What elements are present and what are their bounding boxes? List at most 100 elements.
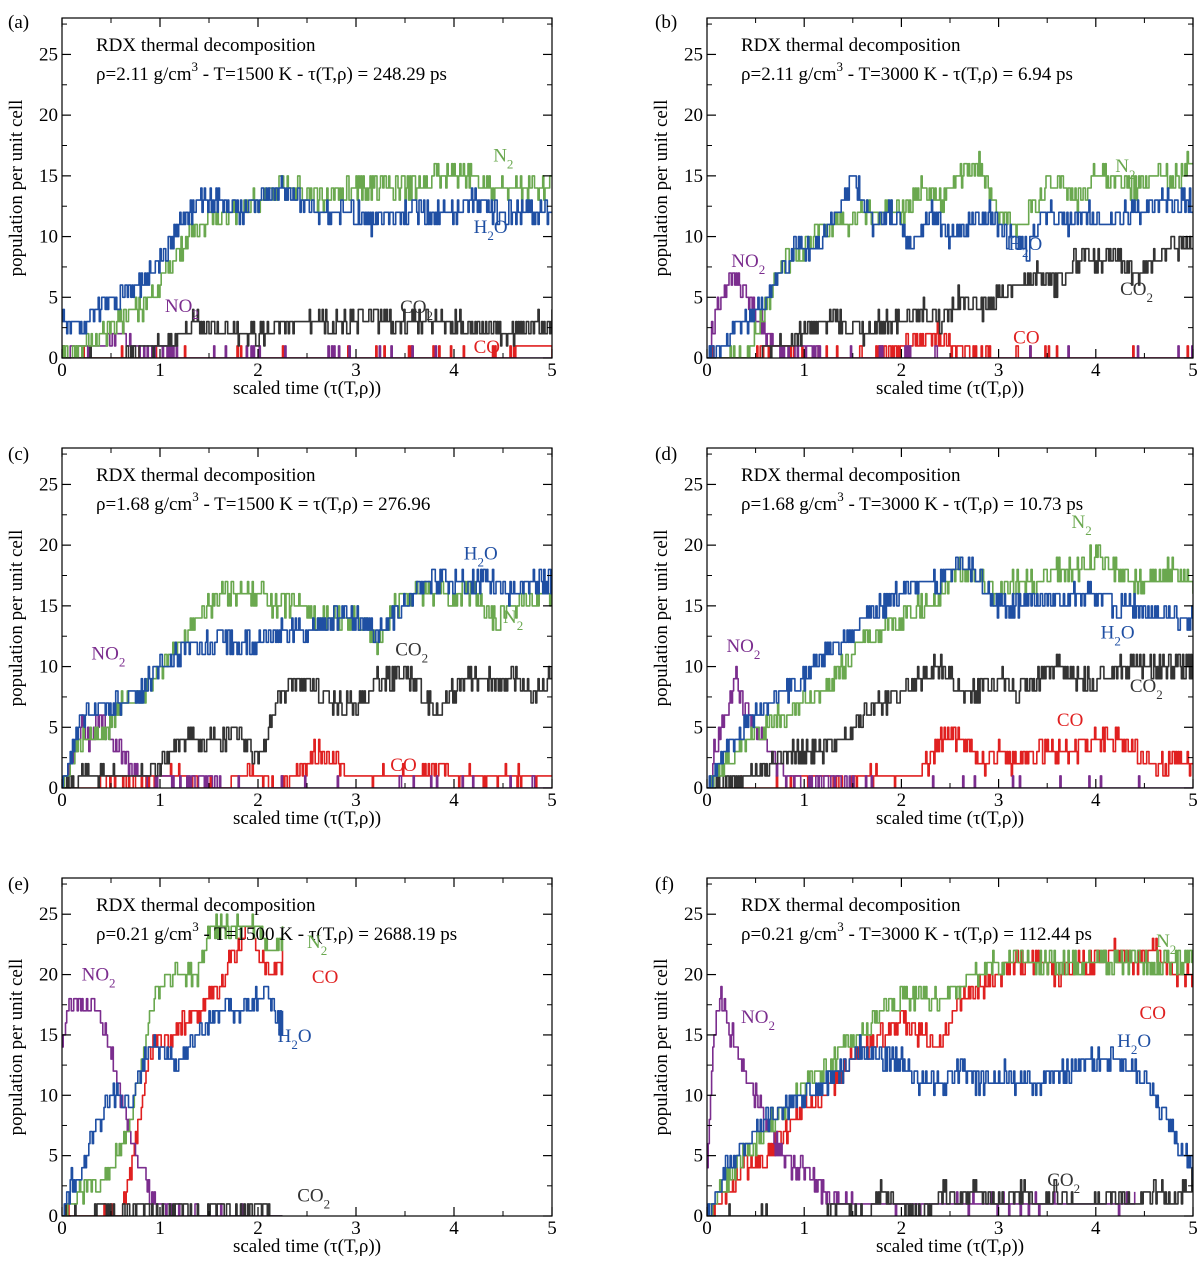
y-tick-label: 5: [694, 717, 704, 738]
x-tick-label: 5: [1188, 360, 1198, 381]
chart-conditions: ρ=0.21 g/cm3 - T=3000 K - τ(T,ρ) = 112.4…: [741, 919, 1092, 945]
series-label-co2: CO2: [1130, 676, 1163, 702]
series-line-no2: [707, 665, 1193, 788]
x-tick-label: 4: [1091, 1218, 1101, 1239]
series-label-h2o: H2O: [464, 544, 498, 570]
y-tick-label: 20: [39, 105, 58, 126]
x-tick-label: 1: [155, 790, 165, 811]
x-tick-label: 2: [897, 1218, 907, 1239]
series-label-n2: N2: [1072, 512, 1092, 538]
y-tick-label: 15: [684, 596, 703, 617]
series-label-co: CO: [1140, 1003, 1166, 1024]
y-tick-label: 5: [694, 287, 704, 308]
series-line-h2o: [62, 985, 284, 1216]
series-line-no2: [62, 997, 283, 1216]
x-tick-label: 3: [351, 360, 361, 381]
series-label-no2: NO2: [741, 1007, 775, 1033]
series-line-h2o: [62, 175, 552, 335]
x-tick-label: 1: [799, 360, 809, 381]
series-label-co2: CO2: [400, 297, 433, 323]
x-tick-label: 3: [994, 360, 1004, 381]
series-line-n2: [62, 913, 284, 1216]
y-tick-label: 25: [684, 474, 703, 495]
series-line-co2: [707, 1166, 1193, 1216]
series-label-n2: N2: [307, 932, 327, 958]
y-tick-label: 20: [39, 965, 58, 986]
y-tick-label: 25: [684, 44, 703, 65]
series-line-n2: [707, 150, 1193, 358]
panel-a: (a) 0 1 2 3 4 5 0 5 10 15 20 25 scaled time (τ(T,ρ)) p…: [6, 12, 557, 399]
series-label-no2: NO2: [731, 251, 765, 277]
x-tick-label: 5: [547, 360, 557, 381]
panel-label: (f): [655, 874, 674, 895]
series-line-co: [707, 937, 1193, 1216]
chart-conditions: ρ=0.21 g/cm3 - T=1500 K - τ(T,ρ) = 2688.…: [96, 919, 457, 945]
series-label-no2: NO2: [726, 636, 760, 662]
x-tick-label: 0: [57, 790, 67, 811]
y-tick-label: 10: [39, 657, 58, 678]
x-axis-label: scaled time (τ(T,ρ)): [233, 1236, 381, 1257]
x-tick-label: 3: [351, 790, 361, 811]
x-tick-label: 4: [449, 790, 459, 811]
chart-title: RDX thermal decomposition: [741, 35, 961, 56]
chart-title: RDX thermal decomposition: [96, 465, 316, 486]
y-axis-label: population per unit cell: [6, 959, 27, 1136]
series-line-co: [707, 726, 1193, 788]
series-line-no2: [707, 272, 1193, 358]
x-tick-label: 4: [1091, 360, 1101, 381]
y-tick-label: 0: [694, 778, 704, 799]
chart-title: RDX thermal decomposition: [96, 35, 316, 56]
chart-title: RDX thermal decomposition: [96, 895, 316, 916]
series-label-h2o: H2O: [1117, 1031, 1151, 1057]
series-line-co2: [707, 653, 1193, 788]
x-tick-label: 4: [1091, 790, 1101, 811]
y-tick-label: 25: [684, 904, 703, 925]
x-tick-label: 0: [57, 1218, 67, 1239]
x-tick-label: 1: [799, 1218, 809, 1239]
y-tick-label: 10: [684, 1085, 703, 1106]
chart-conditions: ρ=1.68 g/cm3 - T=1500 K = τ(T,ρ) = 276.9…: [96, 489, 430, 515]
y-tick-label: 15: [39, 596, 58, 617]
x-tick-label: 4: [449, 360, 459, 381]
panel-label: (e): [8, 874, 29, 895]
y-tick-label: 0: [694, 348, 704, 369]
x-axis-label: scaled time (τ(T,ρ)): [233, 378, 381, 399]
y-tick-label: 25: [39, 474, 58, 495]
y-tick-label: 15: [39, 1025, 58, 1046]
series-line-h2o: [707, 1034, 1193, 1216]
series-label-co: CO: [312, 967, 338, 988]
y-tick-label: 20: [684, 105, 703, 126]
chart-conditions: ρ=1.68 g/cm3 - T=3000 K - τ(T,ρ) = 10.73…: [741, 489, 1083, 515]
y-tick-label: 10: [684, 657, 703, 678]
x-tick-label: 0: [702, 790, 712, 811]
y-tick-label: 20: [39, 535, 58, 556]
series-line-no2: [62, 714, 552, 788]
series-label-no2: NO2: [91, 643, 125, 669]
panel-b: (b) 0 1 2 3 4 5 0 5 10 15 20 25 scaled time (τ(T,ρ)) p…: [651, 12, 1198, 399]
y-tick-label: 10: [39, 1085, 58, 1106]
y-tick-label: 20: [684, 965, 703, 986]
x-axis-label: scaled time (τ(T,ρ)): [876, 1236, 1024, 1257]
y-tick-label: 10: [39, 227, 58, 248]
series-line-h2o: [62, 568, 552, 788]
series-label-n2: N2: [1115, 156, 1135, 182]
y-axis-label: population per unit cell: [651, 100, 672, 277]
series-line-h2o: [707, 556, 1193, 788]
y-tick-label: 0: [694, 1206, 704, 1227]
y-tick-label: 0: [49, 348, 59, 369]
x-tick-label: 3: [351, 1218, 361, 1239]
y-axis-label: population per unit cell: [651, 530, 672, 707]
y-tick-label: 0: [49, 778, 59, 799]
x-axis-label: scaled time (τ(T,ρ)): [233, 808, 381, 829]
x-tick-label: 0: [57, 360, 67, 381]
x-tick-label: 1: [799, 790, 809, 811]
x-tick-label: 1: [155, 360, 165, 381]
series-label-h2o: H2O: [278, 1026, 312, 1052]
series-label-h2o: H2O: [1101, 623, 1135, 649]
x-tick-label: 2: [253, 1218, 263, 1239]
series-label-co: CO: [390, 755, 416, 776]
series-line-n2: [62, 162, 552, 358]
series-line-co2: [62, 1203, 283, 1216]
series-line-co2: [707, 235, 1193, 358]
